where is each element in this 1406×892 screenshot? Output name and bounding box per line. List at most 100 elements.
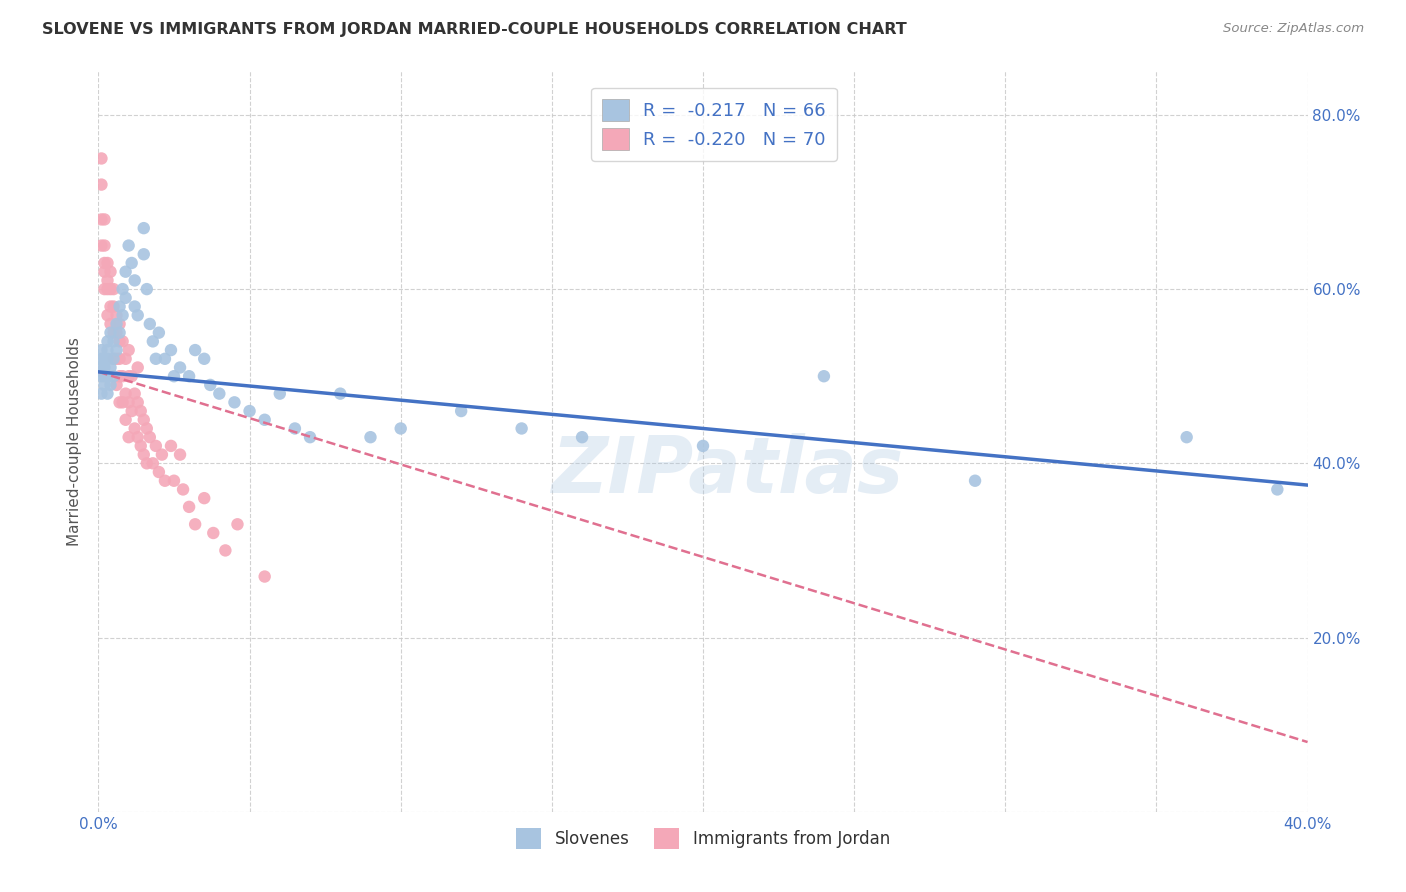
Point	[108, 351, 131, 366]
Point	[179, 369, 201, 384]
Point	[200, 378, 222, 392]
Y-axis label: Married-couple Households: Married-couple Households	[67, 337, 83, 546]
Point	[90, 238, 112, 252]
Point	[100, 265, 122, 279]
Point	[93, 256, 115, 270]
Point	[124, 300, 146, 314]
Point	[160, 343, 183, 357]
Point	[163, 474, 186, 488]
Point	[96, 256, 118, 270]
Point	[124, 421, 146, 435]
Point	[510, 421, 533, 435]
Point	[90, 351, 112, 366]
Point	[90, 343, 112, 357]
Point	[105, 343, 128, 357]
Point	[253, 413, 276, 427]
Point	[96, 369, 118, 384]
Point	[114, 351, 136, 366]
Legend: Slovenes, Immigrants from Jordan: Slovenes, Immigrants from Jordan	[509, 822, 897, 855]
Point	[93, 351, 115, 366]
Point	[127, 308, 149, 322]
Point	[135, 456, 157, 470]
Point	[118, 395, 141, 409]
Point	[153, 351, 176, 366]
Point	[108, 334, 131, 349]
Point	[103, 334, 125, 349]
Text: ZIPatlas: ZIPatlas	[551, 434, 903, 509]
Point	[103, 300, 125, 314]
Point	[184, 517, 207, 532]
Point	[96, 334, 118, 349]
Point	[103, 351, 125, 366]
Point	[129, 404, 152, 418]
Point	[284, 421, 307, 435]
Point	[96, 308, 118, 322]
Point	[118, 430, 141, 444]
Point	[111, 282, 134, 296]
Point	[114, 386, 136, 401]
Point	[129, 439, 152, 453]
Point	[96, 273, 118, 287]
Point	[132, 448, 155, 462]
Point	[105, 351, 128, 366]
Point	[96, 343, 118, 357]
Point	[90, 152, 112, 166]
Point	[93, 282, 115, 296]
Point	[124, 273, 146, 287]
Point	[108, 317, 131, 331]
Point	[96, 282, 118, 296]
Point	[184, 343, 207, 357]
Point	[135, 282, 157, 296]
Point	[111, 395, 134, 409]
Point	[360, 430, 382, 444]
Point	[169, 448, 191, 462]
Point	[571, 430, 593, 444]
Point	[90, 178, 112, 192]
Point	[1267, 483, 1289, 497]
Point	[93, 378, 115, 392]
Point	[148, 326, 170, 340]
Point	[90, 212, 112, 227]
Point	[224, 395, 246, 409]
Point	[90, 386, 112, 401]
Point	[118, 238, 141, 252]
Point	[114, 413, 136, 427]
Point	[103, 282, 125, 296]
Point	[114, 291, 136, 305]
Point	[202, 526, 225, 541]
Point	[389, 421, 412, 435]
Point	[813, 369, 835, 384]
Point	[124, 386, 146, 401]
Point	[121, 369, 143, 384]
Point	[93, 238, 115, 252]
Point	[105, 326, 128, 340]
Point	[111, 308, 134, 322]
Point	[135, 421, 157, 435]
Point	[103, 326, 125, 340]
Point	[127, 360, 149, 375]
Point	[169, 360, 191, 375]
Point	[90, 360, 112, 375]
Point	[179, 500, 201, 514]
Text: Source: ZipAtlas.com: Source: ZipAtlas.com	[1223, 22, 1364, 36]
Point	[142, 334, 165, 349]
Point	[127, 430, 149, 444]
Point	[160, 439, 183, 453]
Point	[93, 212, 115, 227]
Point	[239, 404, 262, 418]
Point	[450, 404, 472, 418]
Point	[96, 386, 118, 401]
Point	[93, 360, 115, 375]
Point	[193, 491, 215, 505]
Point	[100, 378, 122, 392]
Point	[692, 439, 714, 453]
Point	[105, 378, 128, 392]
Point	[253, 569, 276, 583]
Point	[145, 351, 167, 366]
Point	[139, 430, 162, 444]
Point	[121, 256, 143, 270]
Point	[329, 386, 352, 401]
Point	[108, 395, 131, 409]
Point	[145, 439, 167, 453]
Point	[269, 386, 291, 401]
